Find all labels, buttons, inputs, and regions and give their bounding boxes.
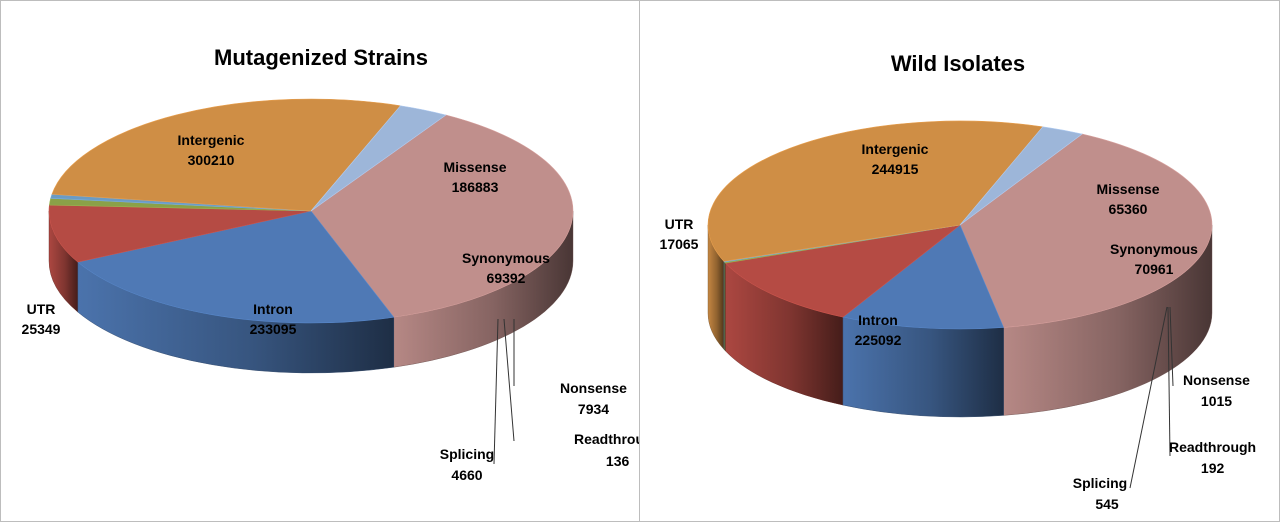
value-splicing: 545: [1095, 496, 1119, 512]
label-intron: Intron: [253, 301, 293, 317]
label-missense: Missense: [443, 159, 506, 175]
label-readthrough: Readthrough: [574, 431, 641, 447]
chart-panel-wild-isolates: Wild Isolates Intergenic 244915 Missense…: [639, 0, 1280, 522]
label-nonsense: Nonsense: [560, 380, 627, 396]
value-intergenic: 300210: [188, 152, 235, 168]
value-missense: 186883: [452, 179, 499, 195]
label-intergenic: Intergenic: [178, 132, 245, 148]
leader-readthrough: [504, 319, 514, 441]
pie-slices: [49, 99, 573, 373]
label-synonymous: Synonymous: [1110, 241, 1198, 257]
chart-panel-mutagenized: Mutagenized Strains Intergenic 300210 Mi…: [0, 0, 640, 522]
pie-chart-mutagenized: Mutagenized Strains Intergenic 300210 Mi…: [1, 1, 641, 523]
value-readthrough: 136: [606, 453, 630, 469]
label-nonsense: Nonsense: [1183, 372, 1250, 388]
label-splicing: Splicing: [440, 446, 494, 462]
value-nonsense: 7934: [578, 401, 609, 417]
value-synonymous: 69392: [487, 270, 526, 286]
leader-lines: [494, 319, 514, 464]
label-utr: UTR: [27, 301, 56, 317]
value-intron: 233095: [250, 321, 297, 337]
value-splicing: 4660: [451, 467, 482, 483]
label-intergenic: Intergenic: [862, 141, 929, 157]
value-utr: 17065: [660, 236, 699, 252]
chart-title: Mutagenized Strains: [214, 45, 428, 70]
label-missense: Missense: [1096, 181, 1159, 197]
value-synonymous: 70961: [1135, 261, 1174, 277]
label-synonymous: Synonymous: [462, 250, 550, 266]
value-missense: 65360: [1109, 201, 1148, 217]
chart-title: Wild Isolates: [891, 51, 1025, 76]
label-intron: Intron: [858, 312, 898, 328]
value-intron: 225092: [855, 332, 902, 348]
label-splicing: Splicing: [1073, 475, 1127, 491]
value-nonsense: 1015: [1201, 393, 1232, 409]
value-readthrough: 192: [1201, 460, 1225, 476]
label-utr: UTR: [665, 216, 694, 232]
label-readthrough: Readthrough: [1169, 439, 1256, 455]
pie-chart-wild-isolates: Wild Isolates Intergenic 244915 Missense…: [640, 1, 1280, 523]
value-utr: 25349: [22, 321, 61, 337]
value-intergenic: 244915: [872, 161, 919, 177]
